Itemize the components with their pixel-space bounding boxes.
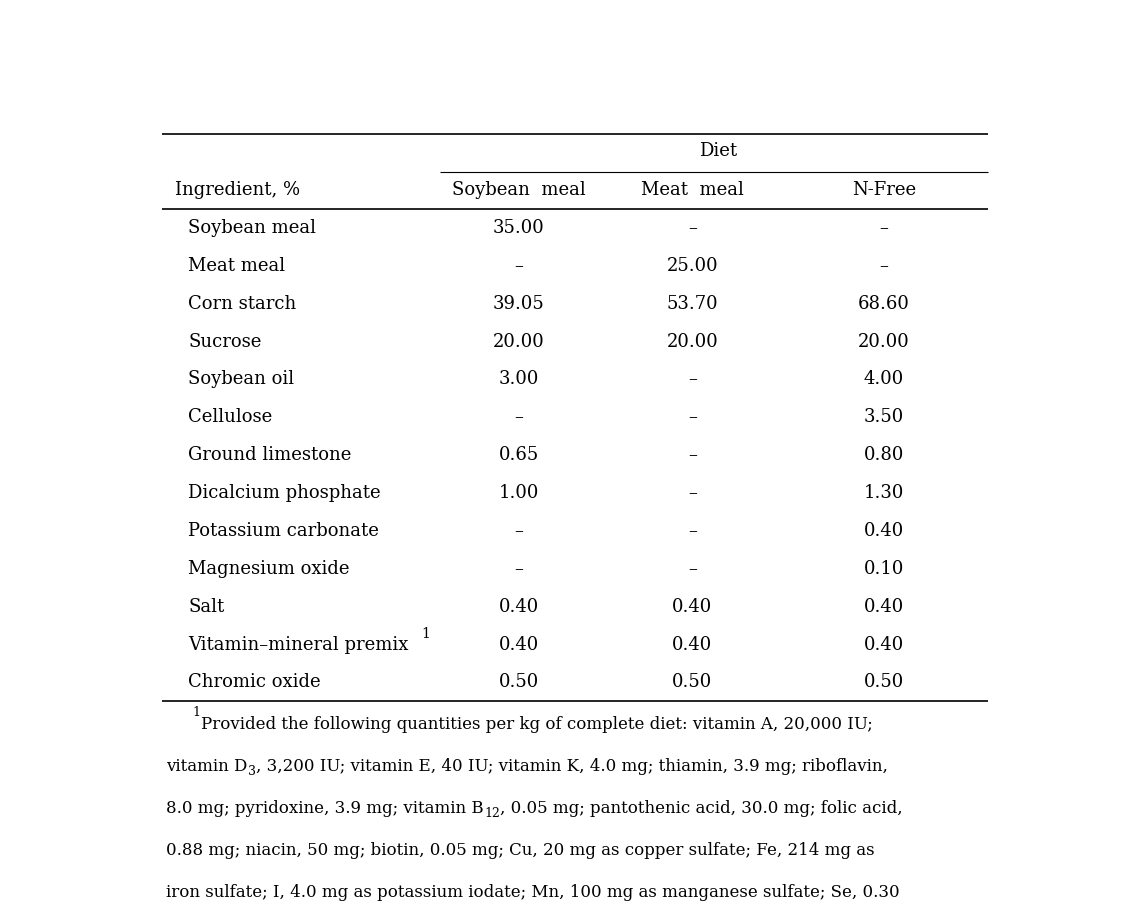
Text: N-Free: N-Free xyxy=(852,181,916,199)
Text: Meat  meal: Meat meal xyxy=(641,181,744,199)
Text: 0.80: 0.80 xyxy=(864,446,904,464)
Text: Corn starch: Corn starch xyxy=(188,294,296,312)
Text: –: – xyxy=(514,522,523,540)
Text: 0.40: 0.40 xyxy=(672,636,712,653)
Text: Ingredient, %: Ingredient, % xyxy=(175,181,301,199)
Text: 3: 3 xyxy=(248,765,256,778)
Text: Soybean meal: Soybean meal xyxy=(188,219,316,237)
Text: 0.50: 0.50 xyxy=(864,673,904,691)
Text: 53.70: 53.70 xyxy=(666,294,718,312)
Text: 0.40: 0.40 xyxy=(498,636,539,653)
Text: Cellulose: Cellulose xyxy=(188,408,273,426)
Text: 25.00: 25.00 xyxy=(666,257,718,275)
Text: –: – xyxy=(688,559,697,578)
Text: –: – xyxy=(514,257,523,275)
Text: 0.40: 0.40 xyxy=(672,598,712,616)
Text: –: – xyxy=(688,522,697,540)
Text: 20.00: 20.00 xyxy=(493,333,544,351)
Text: 68.60: 68.60 xyxy=(858,294,910,312)
Text: Potassium carbonate: Potassium carbonate xyxy=(188,522,379,540)
Text: 0.50: 0.50 xyxy=(498,673,539,691)
Text: Sucrose: Sucrose xyxy=(188,333,261,351)
Text: 20.00: 20.00 xyxy=(858,333,910,351)
Text: 0.40: 0.40 xyxy=(498,598,539,616)
Text: , 0.05 mg; pantothenic acid, 30.0 mg; folic acid,: , 0.05 mg; pantothenic acid, 30.0 mg; fo… xyxy=(499,800,902,817)
Text: Soybean oil: Soybean oil xyxy=(188,371,294,388)
Text: 1.30: 1.30 xyxy=(864,484,904,502)
Text: 39.05: 39.05 xyxy=(493,294,544,312)
Text: –: – xyxy=(880,257,889,275)
Text: Chromic oxide: Chromic oxide xyxy=(188,673,321,691)
Text: –: – xyxy=(688,484,697,502)
Text: 3.00: 3.00 xyxy=(498,371,539,388)
Text: Magnesium oxide: Magnesium oxide xyxy=(188,559,350,578)
Text: 3.50: 3.50 xyxy=(864,408,904,426)
Text: 20.00: 20.00 xyxy=(666,333,718,351)
Text: 0.40: 0.40 xyxy=(864,636,904,653)
Text: Diet: Diet xyxy=(699,142,737,160)
Text: vitamin D: vitamin D xyxy=(166,758,248,775)
Text: –: – xyxy=(688,371,697,388)
Text: Ground limestone: Ground limestone xyxy=(188,446,351,464)
Text: Vitamin–mineral premix: Vitamin–mineral premix xyxy=(188,636,408,653)
Text: 1: 1 xyxy=(193,706,201,719)
Text: Meat meal: Meat meal xyxy=(188,257,285,275)
Text: 0.40: 0.40 xyxy=(864,522,904,540)
Text: 0.65: 0.65 xyxy=(498,446,539,464)
Text: 1: 1 xyxy=(421,627,430,641)
Text: Salt: Salt xyxy=(188,598,224,616)
Text: 4.00: 4.00 xyxy=(864,371,904,388)
Text: Dicalcium phosphate: Dicalcium phosphate xyxy=(188,484,380,502)
Text: Provided the following quantities per kg of complete diet: vitamin A, 20,000 IU;: Provided the following quantities per kg… xyxy=(201,716,872,733)
Text: –: – xyxy=(514,559,523,578)
Text: –: – xyxy=(514,408,523,426)
Text: –: – xyxy=(880,219,889,237)
Text: –: – xyxy=(688,408,697,426)
Text: 12: 12 xyxy=(484,807,499,820)
Text: 0.88 mg; niacin, 50 mg; biotin, 0.05 mg; Cu, 20 mg as copper sulfate; Fe, 214 mg: 0.88 mg; niacin, 50 mg; biotin, 0.05 mg;… xyxy=(166,843,875,859)
Text: –: – xyxy=(688,219,697,237)
Text: Soybean  meal: Soybean meal xyxy=(452,181,586,199)
Text: 0.40: 0.40 xyxy=(864,598,904,616)
Text: iron sulfate; I, 4.0 mg as potassium iodate; Mn, 100 mg as manganese sulfate; Se: iron sulfate; I, 4.0 mg as potassium iod… xyxy=(166,885,900,901)
Text: 0.50: 0.50 xyxy=(672,673,712,691)
Text: 1.00: 1.00 xyxy=(498,484,539,502)
Text: , 3,200 IU; vitamin E, 40 IU; vitamin K, 4.0 mg; thiamin, 3.9 mg; riboflavin,: , 3,200 IU; vitamin E, 40 IU; vitamin K,… xyxy=(256,758,888,775)
Text: 8.0 mg; pyridoxine, 3.9 mg; vitamin B: 8.0 mg; pyridoxine, 3.9 mg; vitamin B xyxy=(166,800,484,817)
Text: 35.00: 35.00 xyxy=(493,219,544,237)
Text: –: – xyxy=(688,446,697,464)
Text: 0.10: 0.10 xyxy=(864,559,904,578)
